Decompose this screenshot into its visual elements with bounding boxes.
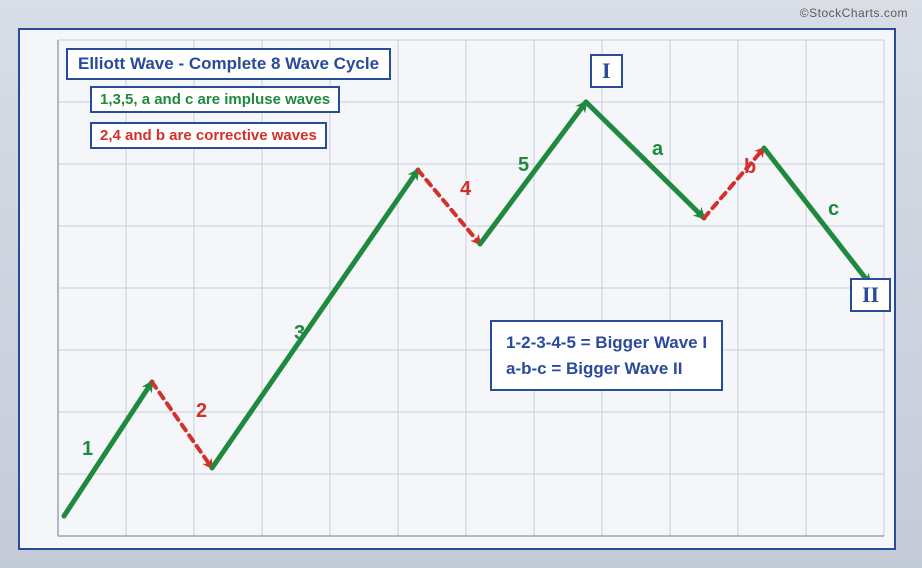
diagram-title: Elliott Wave - Complete 8 Wave Cycle: [66, 48, 391, 80]
chart-frame: Elliott Wave - Complete 8 Wave Cycle 1,3…: [18, 28, 896, 550]
roman-numeral-one: I: [590, 54, 623, 88]
roman-numeral-two: II: [850, 278, 891, 312]
wave-segment: [764, 148, 870, 284]
diagram-outer: ©StockCharts.com Elliott Wave - Complete…: [0, 0, 922, 568]
legend-impulse: 1,3,5, a and c are impluse waves: [90, 86, 340, 113]
wave-segment: [212, 170, 418, 468]
wave-segment: [586, 102, 704, 218]
wave-label: 4: [460, 178, 471, 201]
wave-segment: [152, 382, 212, 468]
wave-label: b: [744, 156, 756, 179]
wave-label: 2: [196, 400, 207, 423]
wave-segment: [480, 102, 586, 244]
wave-label: 3: [294, 322, 305, 345]
wave-label: 5: [518, 154, 529, 177]
note-line-1: 1-2-3-4-5 = Bigger Wave I: [506, 330, 707, 356]
wave-label: a: [652, 138, 663, 161]
wave-label: 1: [82, 438, 93, 461]
wave-segment: [64, 382, 152, 516]
legend-corrective: 2,4 and b are corrective waves: [90, 122, 327, 149]
bigger-wave-note: 1-2-3-4-5 = Bigger Wave I a-b-c = Bigger…: [490, 320, 723, 391]
note-line-2: a-b-c = Bigger Wave II: [506, 356, 707, 382]
attribution-text: ©StockCharts.com: [800, 6, 908, 20]
wave-label: c: [828, 198, 839, 221]
